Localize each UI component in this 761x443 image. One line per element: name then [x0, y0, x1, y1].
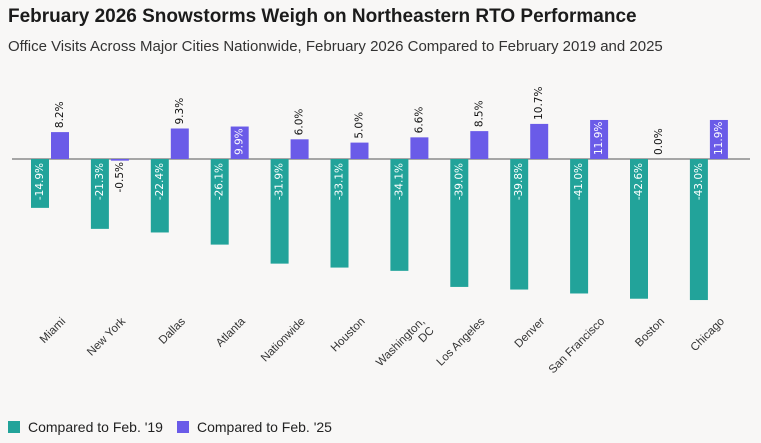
- legend-label-2025: Compared to Feb. '25: [196, 419, 332, 435]
- data-label-2025-5: 5.0%: [354, 112, 366, 139]
- x-tick-label-line: San Francisco: [547, 316, 607, 376]
- x-tick-label-line: Houston: [329, 316, 368, 355]
- data-label-2025-0: 8.2%: [54, 101, 66, 128]
- data-label-2019-4: -31.9%: [274, 163, 286, 200]
- x-tick-label-line: New York: [85, 315, 128, 358]
- bar-chart: -14.9% 8.2% Miami -21.3% -0.5% New York -22.4%…: [12, 87, 750, 379]
- x-tick-label-line: Denver: [513, 316, 548, 351]
- bar-2025-chicago[interactable]: [709, 119, 728, 159]
- data-label-2019-3: -26.1%: [214, 163, 226, 200]
- data-label-2019-7: -39.0%: [453, 163, 465, 200]
- chart-subtitle: Office Visits Across Major Cities Nation…: [8, 38, 663, 55]
- bar-2019-nationwide[interactable]: [270, 159, 289, 264]
- bar-2019-los-angeles[interactable]: [450, 159, 469, 287]
- bar-2019-atlanta[interactable]: [210, 159, 229, 245]
- bar-2019-new-york[interactable]: [90, 159, 109, 229]
- bar-2025-dallas[interactable]: [170, 128, 189, 159]
- bar-2019-houston[interactable]: [330, 159, 349, 268]
- x-tick-label-line: Chicago: [689, 316, 727, 354]
- bar-2025-miami[interactable]: [51, 132, 69, 159]
- x-tick-label-1: New York: [85, 315, 128, 358]
- data-label-2025-7: 8.5%: [473, 100, 485, 127]
- x-tick-label-5: Houston: [329, 316, 368, 355]
- legend-item-2025[interactable]: Compared to Feb. '25: [176, 419, 332, 435]
- x-tick-label-line: Los Angeles: [435, 315, 488, 368]
- bar-2025-nationwide[interactable]: [290, 139, 309, 159]
- x-tick-label-4: Nationwide: [259, 316, 308, 365]
- x-tick-label-10: Boston: [633, 316, 667, 350]
- bar-2025-los-angeles[interactable]: [470, 131, 489, 159]
- bar-2019-chicago[interactable]: [689, 159, 708, 301]
- x-tick-label-line: Atlanta: [214, 315, 248, 349]
- bar-2025-washington-dc[interactable]: [410, 137, 429, 159]
- data-label-2025-11: 11.9%: [713, 122, 725, 155]
- data-label-2025-1: -0.5%: [114, 162, 126, 192]
- legend-label-2019: Compared to Feb. '19: [28, 419, 163, 435]
- bar-2019-washington-dc[interactable]: [390, 159, 409, 271]
- bar-2019-dallas[interactable]: [150, 159, 169, 233]
- x-tick-label-7: Los Angeles: [435, 315, 488, 368]
- bar-2019-boston[interactable]: [630, 159, 648, 299]
- data-label-2025-10: 0.0%: [653, 128, 665, 155]
- data-label-2019-9: -41.0%: [573, 163, 585, 200]
- x-tick-label-0: Miami: [38, 316, 68, 346]
- x-tick-label-line: Miami: [38, 316, 68, 346]
- x-tick-label-line: Washington,: [374, 316, 427, 369]
- x-tick-label-line: Nationwide: [259, 316, 308, 365]
- chart-title: February 2026 Snowstorms Weigh on Northe…: [8, 6, 637, 27]
- bar-2025-houston[interactable]: [350, 142, 369, 159]
- x-tick-label-11: Chicago: [689, 316, 727, 354]
- legend: Compared to Feb. '19 Compared to Feb. '2…: [8, 419, 346, 435]
- bar-2025-atlanta[interactable]: [230, 126, 249, 159]
- x-tick-label-3: Atlanta: [214, 315, 248, 349]
- x-tick-label-8: Denver: [513, 316, 548, 351]
- legend-swatch-2025: [176, 421, 189, 433]
- data-label-2019-10: -42.6%: [633, 163, 645, 200]
- legend-swatch-2019: [8, 421, 20, 433]
- data-label-2019-1: -21.3%: [94, 163, 106, 200]
- data-label-2025-2: 9.3%: [174, 98, 186, 125]
- bar-2019-san-francisco[interactable]: [570, 159, 589, 294]
- bar-2019-denver[interactable]: [510, 159, 529, 290]
- legend-item-2019[interactable]: Compared to Feb. '19: [8, 419, 163, 435]
- data-label-2019-11: -43.0%: [693, 163, 705, 200]
- data-label-2025-6: 6.6%: [413, 107, 425, 134]
- data-label-2019-0: -14.9%: [34, 163, 46, 200]
- data-label-2019-8: -39.8%: [513, 163, 525, 200]
- bar-2019-miami[interactable]: [31, 159, 49, 208]
- data-label-2019-6: -34.1%: [393, 163, 405, 200]
- data-label-2025-3: 9.9%: [234, 128, 246, 155]
- data-label-2019-2: -22.4%: [154, 163, 166, 200]
- x-tick-label-line: Dallas: [157, 315, 188, 346]
- x-tick-label-2: Dallas: [157, 315, 188, 346]
- bar-2025-new-york[interactable]: [110, 159, 129, 161]
- x-tick-label-6: Washington,DC: [374, 316, 437, 379]
- data-label-2025-8: 10.7%: [533, 87, 545, 120]
- bar-2025-san-francisco[interactable]: [590, 119, 609, 159]
- data-label-2025-9: 11.9%: [593, 122, 605, 155]
- x-tick-label-9: San Francisco: [547, 316, 607, 376]
- bar-2025-denver[interactable]: [530, 123, 549, 159]
- data-label-2025-4: 6.0%: [294, 109, 306, 136]
- x-tick-label-line: Boston: [633, 316, 667, 350]
- data-label-2019-5: -33.1%: [334, 163, 346, 200]
